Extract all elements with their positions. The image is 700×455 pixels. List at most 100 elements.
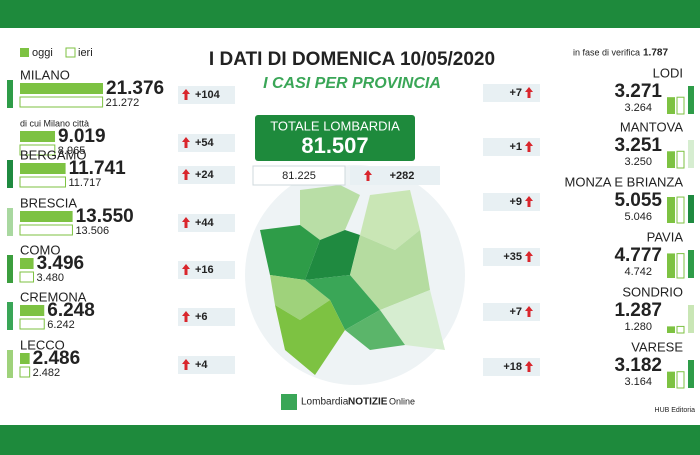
province-name: MILANO	[20, 67, 70, 82]
bar-yesterday	[19, 144, 56, 156]
total-today: 81.507	[301, 133, 368, 158]
bar-today	[20, 353, 30, 364]
value-today: 1.287	[614, 300, 662, 321]
delta: +54	[195, 137, 215, 149]
delta-box	[178, 166, 235, 184]
province-strip	[7, 350, 13, 378]
legend-swatch-today	[20, 48, 29, 57]
total-yesterday-box	[252, 165, 346, 186]
province-name: CREMONA	[20, 289, 87, 304]
top-band	[0, 0, 700, 28]
delta: +7	[509, 306, 522, 318]
delta: +7	[509, 87, 522, 99]
total-delta-box	[350, 166, 440, 185]
bar-yesterday	[676, 196, 685, 224]
up-arrow	[182, 137, 190, 148]
value-today: 21.376	[106, 78, 164, 99]
brand-suffix: Online	[389, 396, 415, 406]
bar-yesterday	[19, 224, 73, 236]
province-name: MANTOVA	[620, 119, 683, 134]
value-yesterday: 2.482	[33, 367, 61, 379]
province-strip	[688, 305, 694, 333]
brand-bold: NOTIZIE	[348, 397, 388, 408]
delta-box	[483, 193, 540, 211]
bar-today	[20, 211, 73, 222]
bar-yesterday	[19, 366, 31, 378]
province-name: VARESE	[631, 339, 683, 354]
verification-value: 1.787	[643, 48, 668, 59]
province-name: MONZA E BRIANZA	[565, 174, 684, 189]
map	[245, 165, 465, 385]
value-today: 3.182	[614, 355, 662, 376]
bar-today	[20, 305, 45, 316]
value-yesterday: 5.046	[624, 211, 652, 223]
value-yesterday: 8.965	[58, 145, 86, 157]
province-strip	[688, 360, 694, 388]
value-today: 5.055	[614, 190, 662, 211]
value-today: 3.271	[614, 81, 662, 102]
province-strip	[7, 208, 13, 236]
bar-today	[20, 163, 66, 174]
bar-yesterday	[19, 318, 45, 330]
delta-box	[178, 214, 235, 232]
value-yesterday: 6.242	[47, 319, 75, 331]
bar-yesterday	[19, 271, 35, 283]
verification-label: in fase di verifica	[573, 47, 640, 57]
logo-icon	[281, 394, 297, 410]
delta: +35	[503, 251, 522, 263]
total-delta: +282	[390, 170, 415, 182]
delta-box	[483, 84, 540, 102]
province-strip	[7, 80, 13, 108]
province-strip	[7, 160, 13, 188]
up-arrow	[182, 264, 190, 275]
province-strip	[688, 250, 694, 278]
value-yesterday: 1.280	[624, 321, 652, 333]
delta: +18	[503, 361, 522, 373]
value-today: 11.741	[69, 158, 126, 179]
bar-today	[20, 131, 56, 142]
bar-today	[20, 258, 34, 269]
total-yesterday: 81.225	[282, 170, 316, 182]
up-arrow	[525, 361, 533, 372]
legend-today: oggi	[32, 47, 53, 59]
delta: +104	[195, 89, 221, 101]
value-today: 3.496	[37, 253, 85, 274]
value-yesterday: 21.272	[106, 97, 140, 109]
province-strip	[688, 140, 694, 168]
bar-today	[667, 97, 675, 114]
province-name: PAVIA	[647, 229, 684, 244]
bar-today	[667, 371, 675, 388]
value-today: 9.019	[58, 126, 106, 147]
delta-box	[483, 303, 540, 321]
up-arrow	[525, 141, 533, 152]
province-name: COMO	[20, 242, 60, 257]
up-arrow	[182, 89, 190, 100]
bar-today	[667, 151, 675, 168]
delta-box	[483, 358, 540, 376]
province-strip	[7, 255, 13, 283]
bottom-band	[0, 425, 700, 455]
bar-yesterday	[676, 96, 685, 115]
value-today: 13.550	[76, 206, 134, 227]
subtitle: I CASI PER PROVINCIA	[263, 75, 441, 92]
bar-yesterday	[19, 96, 104, 108]
up-arrow	[182, 217, 190, 228]
delta: +4	[195, 359, 208, 371]
bar-today	[667, 253, 675, 278]
up-arrow	[525, 87, 533, 98]
delta-box	[178, 356, 235, 374]
up-arrow	[182, 169, 190, 180]
delta: +44	[195, 217, 215, 229]
value-yesterday: 11.717	[68, 177, 101, 189]
delta-box	[178, 261, 235, 279]
delta: +1	[509, 141, 522, 153]
value-yesterday: 3.480	[37, 272, 65, 284]
legend-swatch-yesterday	[65, 47, 76, 58]
up-arrow	[525, 196, 533, 207]
delta-box	[178, 86, 235, 104]
value-yesterday: 3.164	[624, 376, 652, 388]
province-name: SONDRIO	[622, 284, 683, 299]
delta-box	[178, 308, 235, 326]
bar-yesterday	[676, 253, 685, 279]
